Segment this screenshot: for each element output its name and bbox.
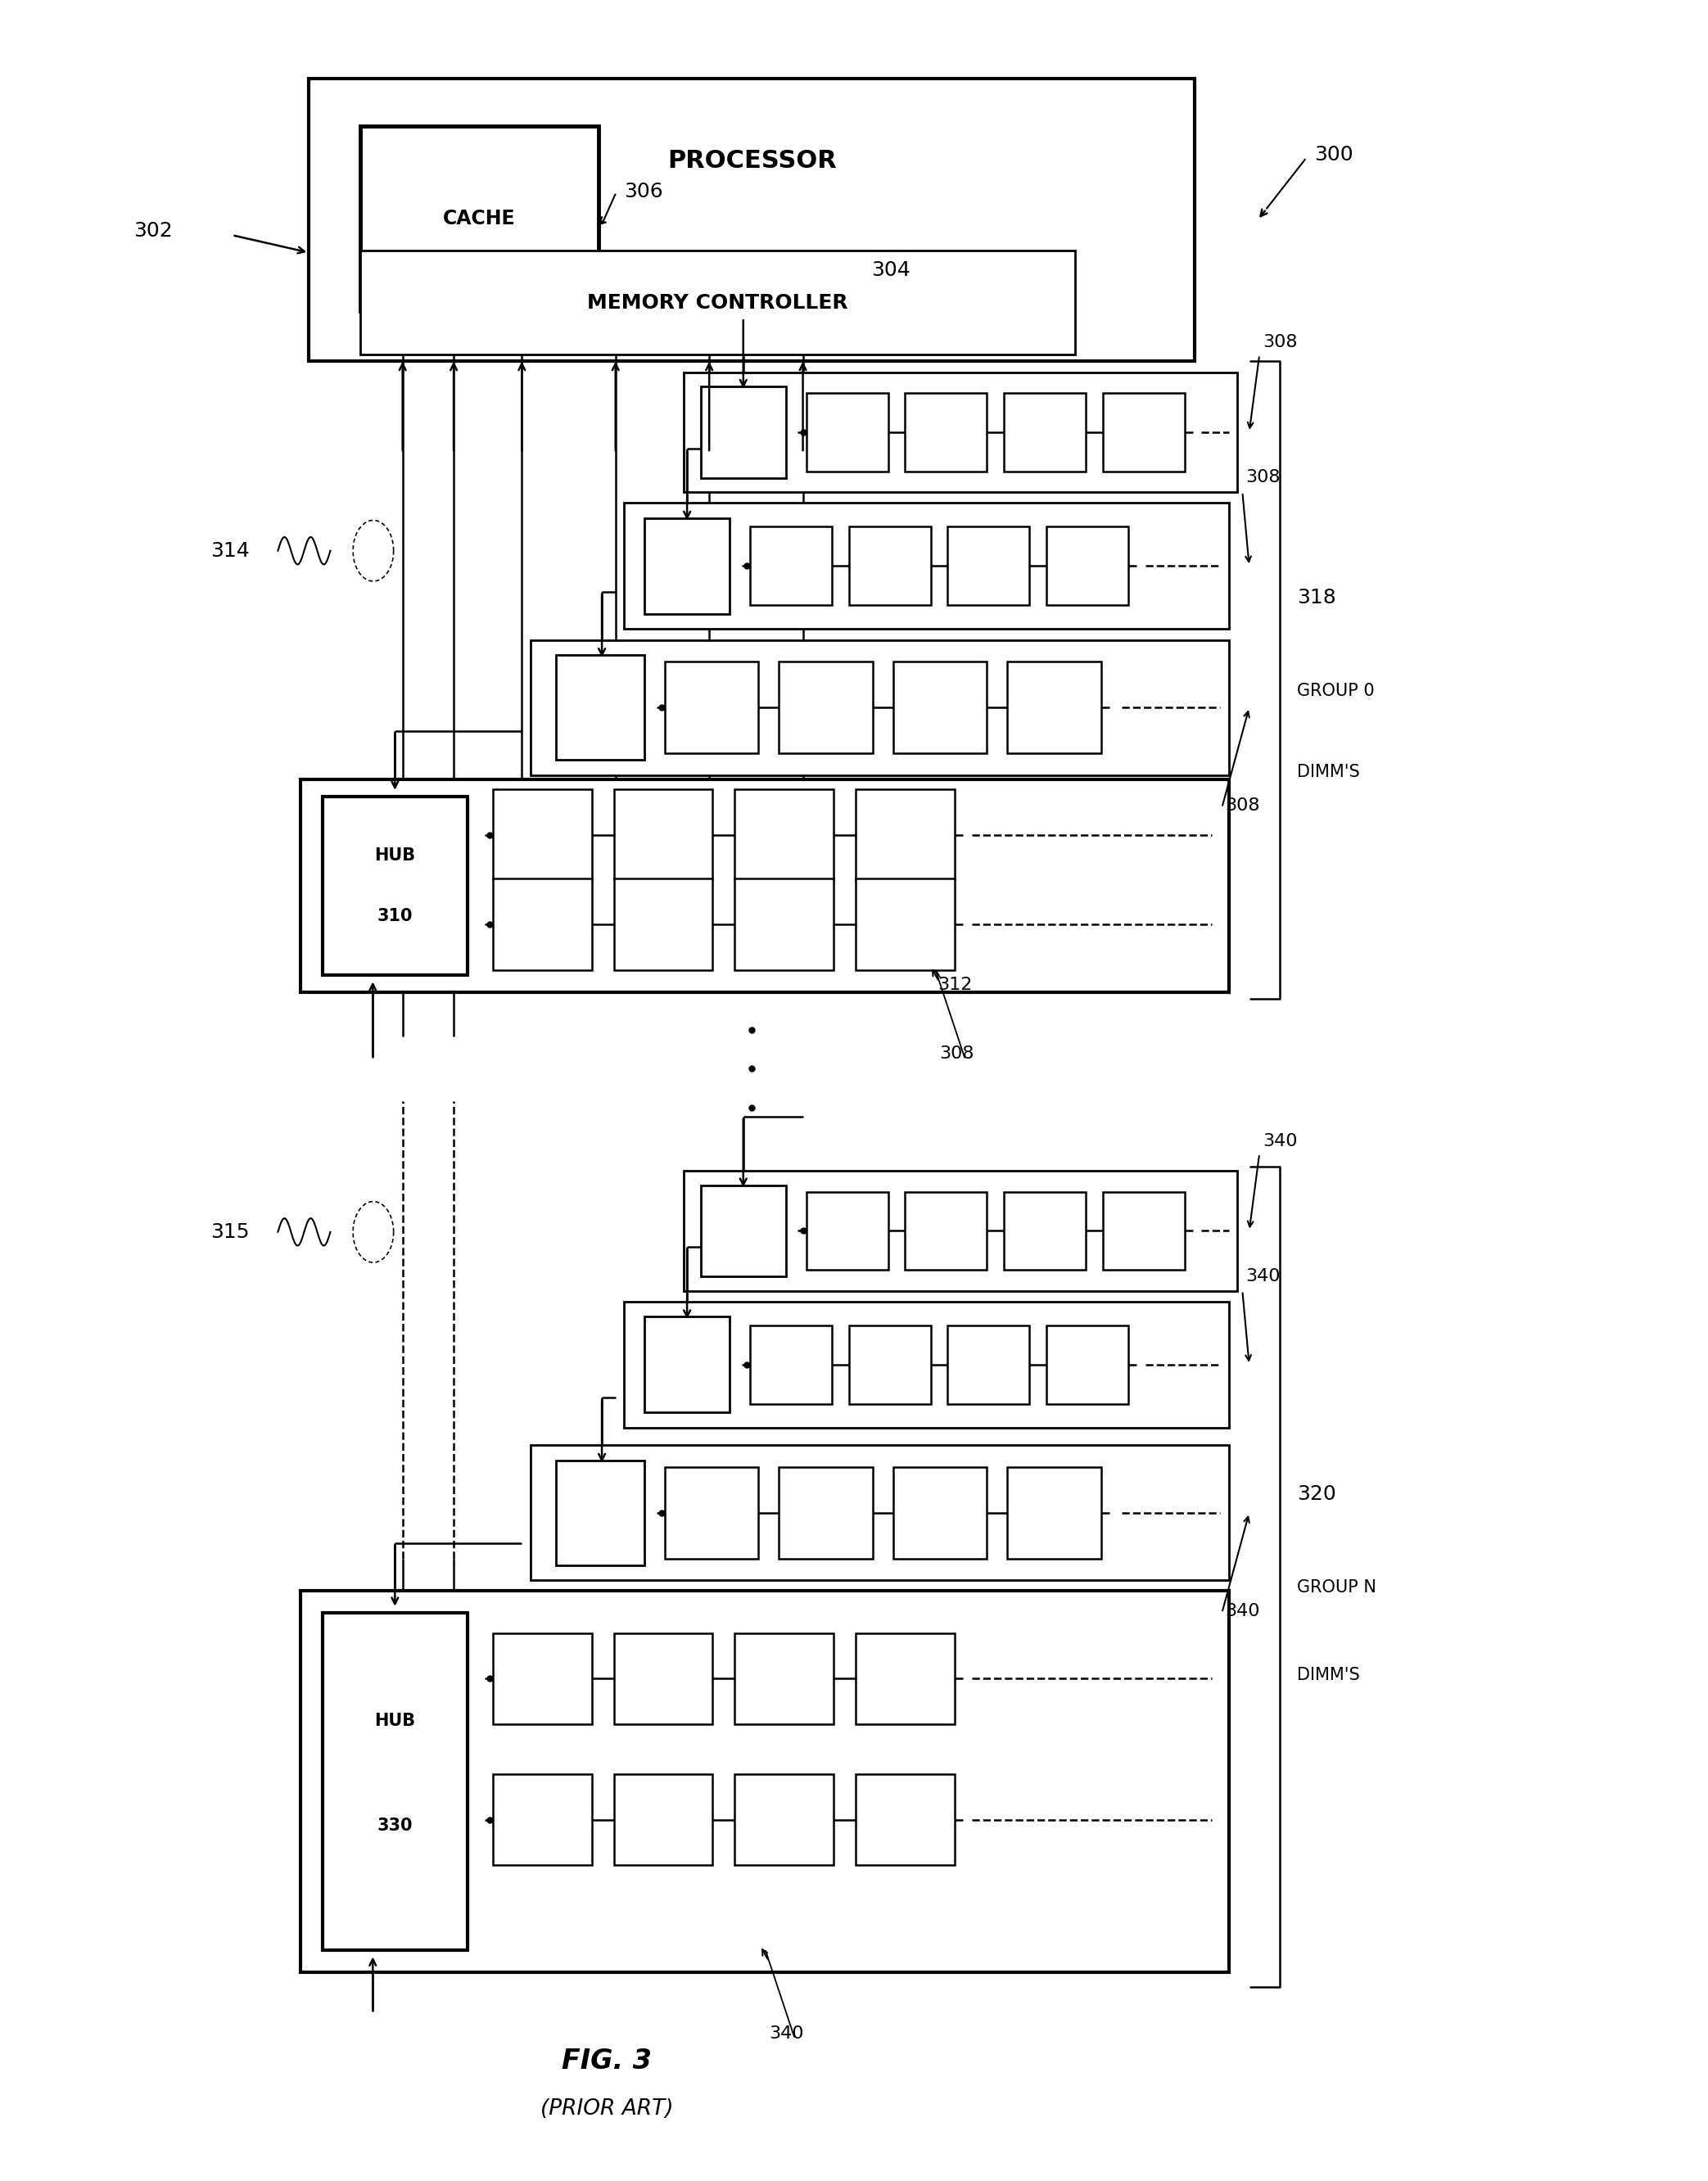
Bar	[644, 1317, 729, 1413]
Bar	[494, 1634, 591, 1725]
Bar	[301, 779, 1228, 992]
Bar	[494, 790, 591, 881]
Text: 320: 320	[1296, 1485, 1336, 1505]
Bar	[531, 639, 1228, 774]
Text: 308: 308	[1225, 798, 1261, 814]
Bar	[856, 1634, 955, 1725]
Text: 306: 306	[623, 181, 663, 201]
Bar	[664, 1468, 758, 1559]
Bar	[555, 654, 644, 759]
Bar	[494, 1773, 591, 1865]
Bar	[779, 661, 873, 752]
Bar	[623, 1302, 1228, 1429]
Bar	[683, 1171, 1237, 1291]
Bar	[1004, 393, 1086, 471]
Text: 340: 340	[1225, 1603, 1261, 1618]
Bar	[734, 1773, 834, 1865]
Text: GROUP N: GROUP N	[1296, 1579, 1377, 1596]
Bar	[613, 1634, 712, 1725]
Bar	[700, 386, 786, 478]
Bar	[893, 661, 987, 752]
Text: FIG. 3: FIG. 3	[562, 2048, 652, 2074]
Text: GROUP 0: GROUP 0	[1296, 683, 1375, 700]
Text: DIMM'S: DIMM'S	[1296, 1666, 1360, 1684]
Text: 300: 300	[1313, 144, 1353, 164]
Text: 310: 310	[377, 907, 413, 925]
Bar	[555, 1461, 644, 1566]
Text: 308: 308	[939, 1047, 974, 1062]
Bar	[856, 790, 955, 881]
Bar	[1047, 528, 1129, 604]
Bar	[905, 1191, 987, 1269]
Bar	[948, 1326, 1030, 1405]
Text: 312: 312	[938, 977, 972, 992]
Bar	[683, 373, 1237, 493]
Text: 318: 318	[1296, 587, 1336, 606]
Bar	[613, 879, 712, 971]
Bar	[856, 879, 955, 971]
Bar	[301, 1592, 1228, 1972]
Bar	[360, 126, 598, 312]
Bar	[893, 1468, 987, 1559]
Text: 304: 304	[871, 260, 910, 279]
Bar	[613, 790, 712, 881]
Bar	[644, 519, 729, 613]
Bar	[849, 1326, 931, 1405]
Bar	[360, 251, 1076, 356]
Bar	[1103, 393, 1184, 471]
Text: HUB: HUB	[374, 1712, 415, 1730]
Text: CACHE: CACHE	[442, 209, 516, 229]
Bar	[1103, 1191, 1184, 1269]
Text: 314: 314	[210, 541, 249, 561]
Bar	[323, 1612, 468, 1950]
Bar	[734, 1634, 834, 1725]
Text: 302: 302	[133, 220, 173, 240]
Text: PROCESSOR: PROCESSOR	[668, 148, 837, 172]
Bar	[323, 796, 468, 975]
Bar	[750, 1326, 832, 1405]
Text: 340: 340	[1262, 1132, 1298, 1149]
Bar	[623, 504, 1228, 628]
Text: 340: 340	[769, 2026, 804, 2041]
Bar	[750, 528, 832, 604]
Text: 315: 315	[210, 1221, 249, 1241]
Bar	[734, 790, 834, 881]
Bar	[700, 1184, 786, 1276]
Bar	[849, 528, 931, 604]
Bar	[1008, 661, 1102, 752]
Bar	[905, 393, 987, 471]
Bar	[1004, 1191, 1086, 1269]
Bar	[806, 1191, 888, 1269]
Bar	[779, 1468, 873, 1559]
Text: MEMORY CONTROLLER: MEMORY CONTROLLER	[588, 292, 849, 312]
Text: 330: 330	[377, 1817, 413, 1834]
Bar	[734, 879, 834, 971]
Text: 340: 340	[1245, 1267, 1281, 1285]
Bar	[309, 79, 1194, 362]
Bar	[1047, 1326, 1129, 1405]
Bar	[948, 528, 1030, 604]
Bar	[531, 1446, 1228, 1581]
Text: 308: 308	[1262, 334, 1298, 351]
Bar	[806, 393, 888, 471]
Bar	[1008, 1468, 1102, 1559]
Bar	[664, 661, 758, 752]
Bar	[856, 1773, 955, 1865]
Text: 308: 308	[1245, 469, 1281, 486]
Bar	[494, 879, 591, 971]
Text: HUB: HUB	[374, 848, 415, 864]
Text: (PRIOR ART): (PRIOR ART)	[540, 2098, 673, 2120]
Text: DIMM'S: DIMM'S	[1296, 763, 1360, 781]
Bar	[613, 1773, 712, 1865]
